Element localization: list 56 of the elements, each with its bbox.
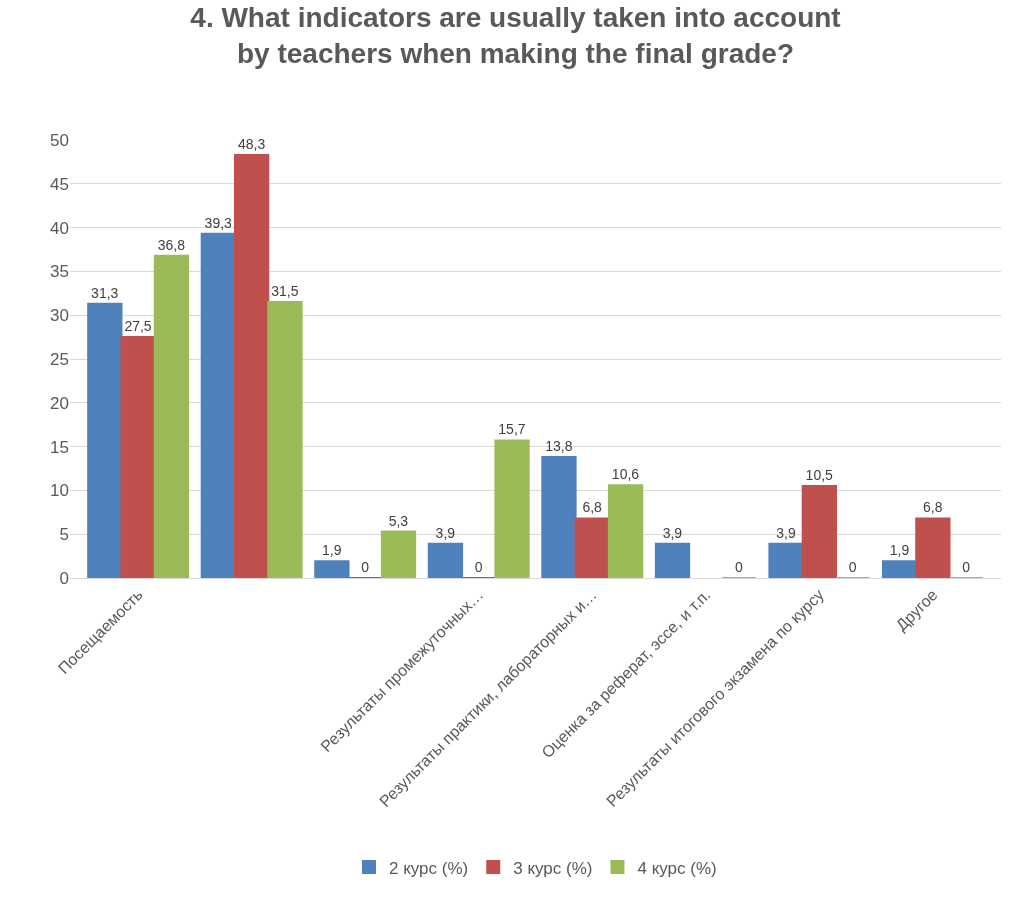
data-label: 31,5 [271, 283, 299, 300]
data-label: 1,9 [889, 542, 910, 559]
data-label: 0 [474, 559, 483, 575]
bar [153, 254, 190, 578]
data-label: 5,3 [388, 512, 409, 529]
data-label: 3,9 [776, 524, 796, 541]
data-label: 39,3 [204, 214, 233, 231]
legend-label: 4 курс (%) [637, 858, 717, 878]
data-label: 31,3 [91, 284, 119, 301]
data-label: 36,8 [157, 236, 186, 253]
y-tick-label: 0 [59, 568, 69, 588]
bar [881, 560, 918, 578]
data-label: 0 [361, 559, 370, 575]
y-tick-label: 20 [50, 393, 69, 413]
data-label: 13,8 [545, 438, 573, 455]
bar [380, 530, 417, 578]
y-tick-label: 40 [50, 218, 69, 238]
data-label: 0 [848, 559, 857, 575]
bar [200, 232, 237, 578]
y-tick-label: 35 [50, 262, 69, 282]
data-label: 3,9 [662, 524, 683, 541]
data-label: 0 [962, 559, 971, 575]
y-tick-label: 30 [50, 306, 69, 326]
data-label: 15,7 [498, 421, 526, 438]
bar [768, 542, 804, 578]
bar [574, 517, 610, 578]
bar [541, 456, 577, 578]
data-label: 10,6 [611, 466, 640, 483]
bar [494, 439, 530, 578]
data-label: 0 [735, 559, 744, 575]
bar [607, 484, 644, 578]
bar [801, 485, 837, 578]
y-tick-label: 50 [50, 130, 69, 150]
legend-label: 2 курс (%) [389, 858, 469, 878]
data-label: 10,5 [805, 467, 834, 484]
legend-label: 3 курс (%) [513, 858, 593, 878]
chart-title: 4. What indicators are usually taken into account by teachers when making the final grade? [190, 1, 841, 70]
bar [915, 517, 951, 578]
data-label: 27,5 [124, 318, 152, 335]
data-label: 6,8 [582, 499, 603, 516]
y-tick-label: 5 [59, 525, 69, 545]
bar [234, 153, 270, 578]
data-label: 1,9 [322, 542, 342, 559]
data-label: 6,8 [923, 499, 943, 516]
bar [267, 301, 303, 578]
bar [314, 560, 350, 578]
data-label: 48,3 [237, 135, 266, 152]
y-tick-label: 10 [50, 481, 69, 501]
y-tick-label: 15 [50, 437, 69, 457]
bar [120, 336, 156, 578]
data-label: 3,9 [435, 524, 456, 541]
bar [654, 542, 691, 578]
bar [427, 542, 464, 578]
bar [87, 302, 123, 578]
y-tick-label: 25 [50, 349, 69, 369]
y-tick-label: 45 [50, 174, 69, 194]
